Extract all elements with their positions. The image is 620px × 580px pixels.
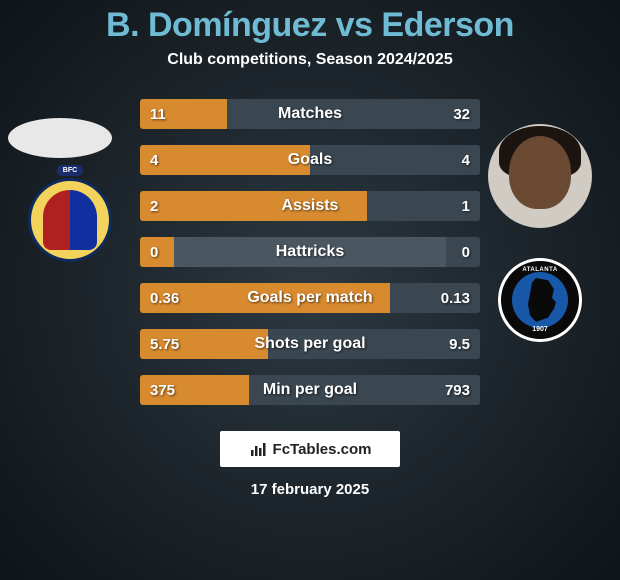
stat-label: Goals [140, 151, 480, 169]
stat-row: 375Min per goal793 [140, 375, 480, 405]
stat-value-right: 0.13 [441, 290, 470, 307]
stat-row: 5.75Shots per goal9.5 [140, 329, 480, 359]
branding-text: FcTables.com [273, 441, 372, 458]
stat-value-right: 32 [453, 106, 470, 123]
stat-label: Min per goal [140, 381, 480, 399]
stat-value-right: 1 [462, 198, 470, 215]
stat-label: Matches [140, 105, 480, 123]
stat-row: 4Goals4 [140, 145, 480, 175]
page-title: B. Domínguez vs Ederson [106, 6, 514, 45]
branding-box: FcTables.com [220, 431, 400, 467]
stat-row: 11Matches32 [140, 99, 480, 129]
stat-value-right: 4 [462, 152, 470, 169]
stat-value-right: 0 [462, 244, 470, 261]
stat-row: 0Hattricks0 [140, 237, 480, 267]
stats-area: 11Matches32 4Goals4 2Assists1 0Hattricks0 0.… [0, 99, 620, 405]
stat-label: Hattricks [140, 243, 480, 261]
stat-value-right: 793 [445, 382, 470, 399]
stat-value-right: 9.5 [449, 336, 470, 353]
comparison-card: B. Domínguez vs Ederson Club competition… [0, 0, 620, 580]
date: 17 february 2025 [251, 481, 369, 498]
chart-icon [249, 440, 267, 458]
stat-row: 2Assists1 [140, 191, 480, 221]
stat-label: Assists [140, 197, 480, 215]
stat-row: 0.36Goals per match0.13 [140, 283, 480, 313]
subtitle: Club competitions, Season 2024/2025 [167, 51, 452, 69]
stat-label: Goals per match [140, 289, 480, 307]
stat-label: Shots per goal [140, 335, 480, 353]
